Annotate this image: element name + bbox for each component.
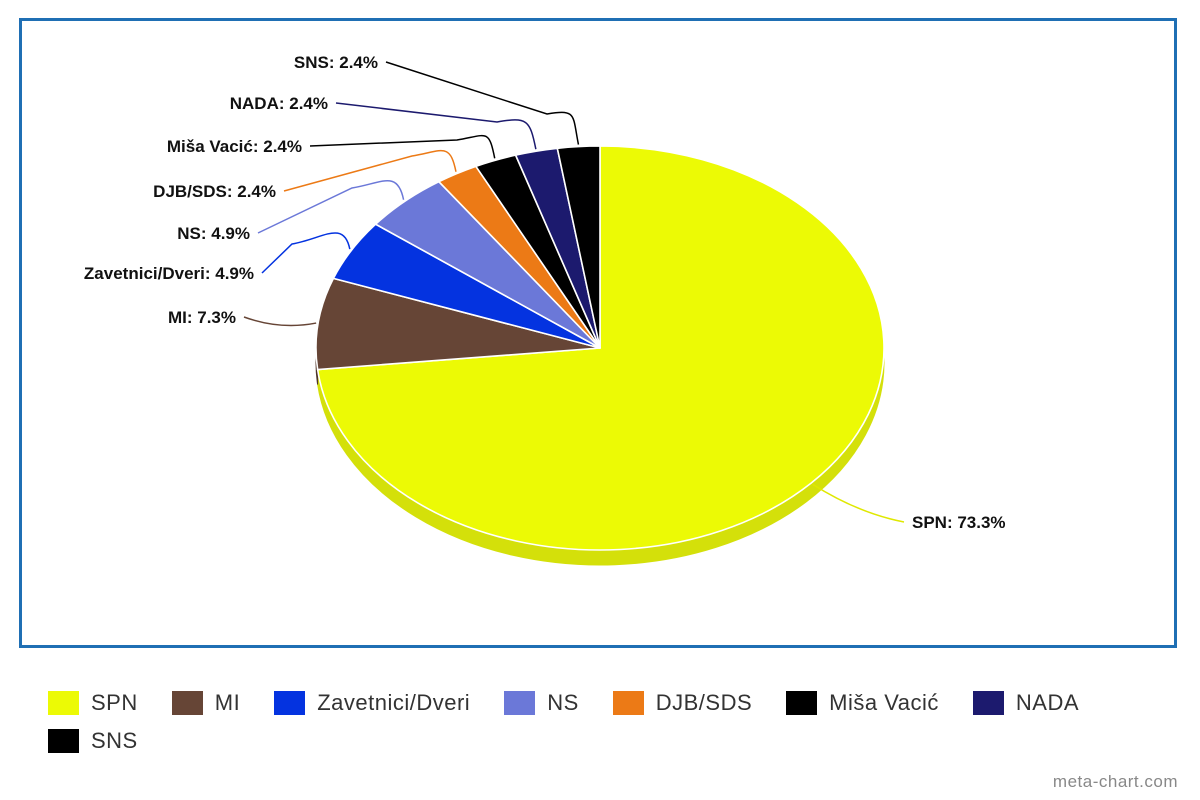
pie-slice-spn[interactable] [316, 145, 885, 551]
leader-line-spn [812, 483, 905, 523]
legend-item-misa-vacic[interactable]: Miša Vacić [786, 688, 939, 718]
slice-label-sns: SNS: 2.4% [294, 53, 378, 72]
slice-label-djb-sds: DJB/SDS: 2.4% [153, 182, 276, 201]
legend: SPN MI Zavetnici/Dveri NS DJB/SDS Miša Vacić N… [48, 688, 1178, 756]
legend-item-djb-sds[interactable]: DJB/SDS [612, 688, 753, 718]
leader-line-ns [257, 179, 405, 234]
pie-slice-sns[interactable] [556, 145, 601, 349]
legend-swatch [274, 691, 306, 715]
leader-line-nada [335, 102, 537, 150]
slice-label-spn: SPN: 73.3% [912, 513, 1006, 532]
legend-swatch [972, 691, 1004, 715]
leader-line-djb-sds [283, 149, 457, 192]
legend-swatch [48, 729, 79, 753]
leader-line-sns [385, 61, 580, 145]
leader-line-mi [243, 316, 317, 327]
legend-swatch [48, 691, 79, 715]
legend-label: MI [214, 690, 241, 715]
legend-item-zavetnici-dveri[interactable]: Zavetnici/Dveri [274, 688, 470, 718]
pie-slice-mi[interactable] [315, 277, 601, 371]
slice-label-ns: NS: 4.9% [177, 224, 250, 243]
legend-label: DJB/SDS [655, 690, 753, 715]
legend-swatch [786, 691, 818, 715]
slice-label-mi: MI: 7.3% [168, 308, 236, 327]
pie-chart: SPN: 73.3% MI: 7.3% Zavetnici/Dveri: 4.9% N… [84, 53, 1006, 566]
slice-label-misa-vacic: Miša Vacić: 2.4% [167, 137, 302, 156]
legend-item-spn[interactable]: SPN [48, 688, 138, 718]
legend-label: SNS [91, 728, 138, 753]
legend-swatch [612, 691, 644, 715]
leader-line-zavetnici-dveri [261, 232, 351, 274]
legend-swatch [171, 691, 203, 715]
watermark: meta-chart.com [1052, 772, 1178, 791]
legend-label: Miša Vacić [829, 690, 939, 715]
chart-frame: SPN: 73.3% MI: 7.3% Zavetnici/Dveri: 4.9% N… [19, 18, 1177, 648]
legend-label: SPN [91, 690, 138, 715]
legend-swatch [504, 691, 536, 715]
slice-label-nada: NADA: 2.4% [230, 94, 328, 113]
legend-label: Zavetnici/Dveri [317, 690, 471, 715]
slice-label-zavetnici-dveri: Zavetnici/Dveri: 4.9% [84, 264, 254, 283]
legend-item-ns[interactable]: NS [504, 688, 579, 718]
leader-line-misa-vacic [309, 134, 496, 159]
legend-item-sns[interactable]: SNS [48, 726, 138, 756]
legend-item-nada[interactable]: NADA [972, 688, 1080, 718]
legend-label: NS [547, 690, 579, 715]
legend-item-mi[interactable]: MI [171, 688, 241, 718]
legend-label: NADA [1015, 690, 1080, 715]
